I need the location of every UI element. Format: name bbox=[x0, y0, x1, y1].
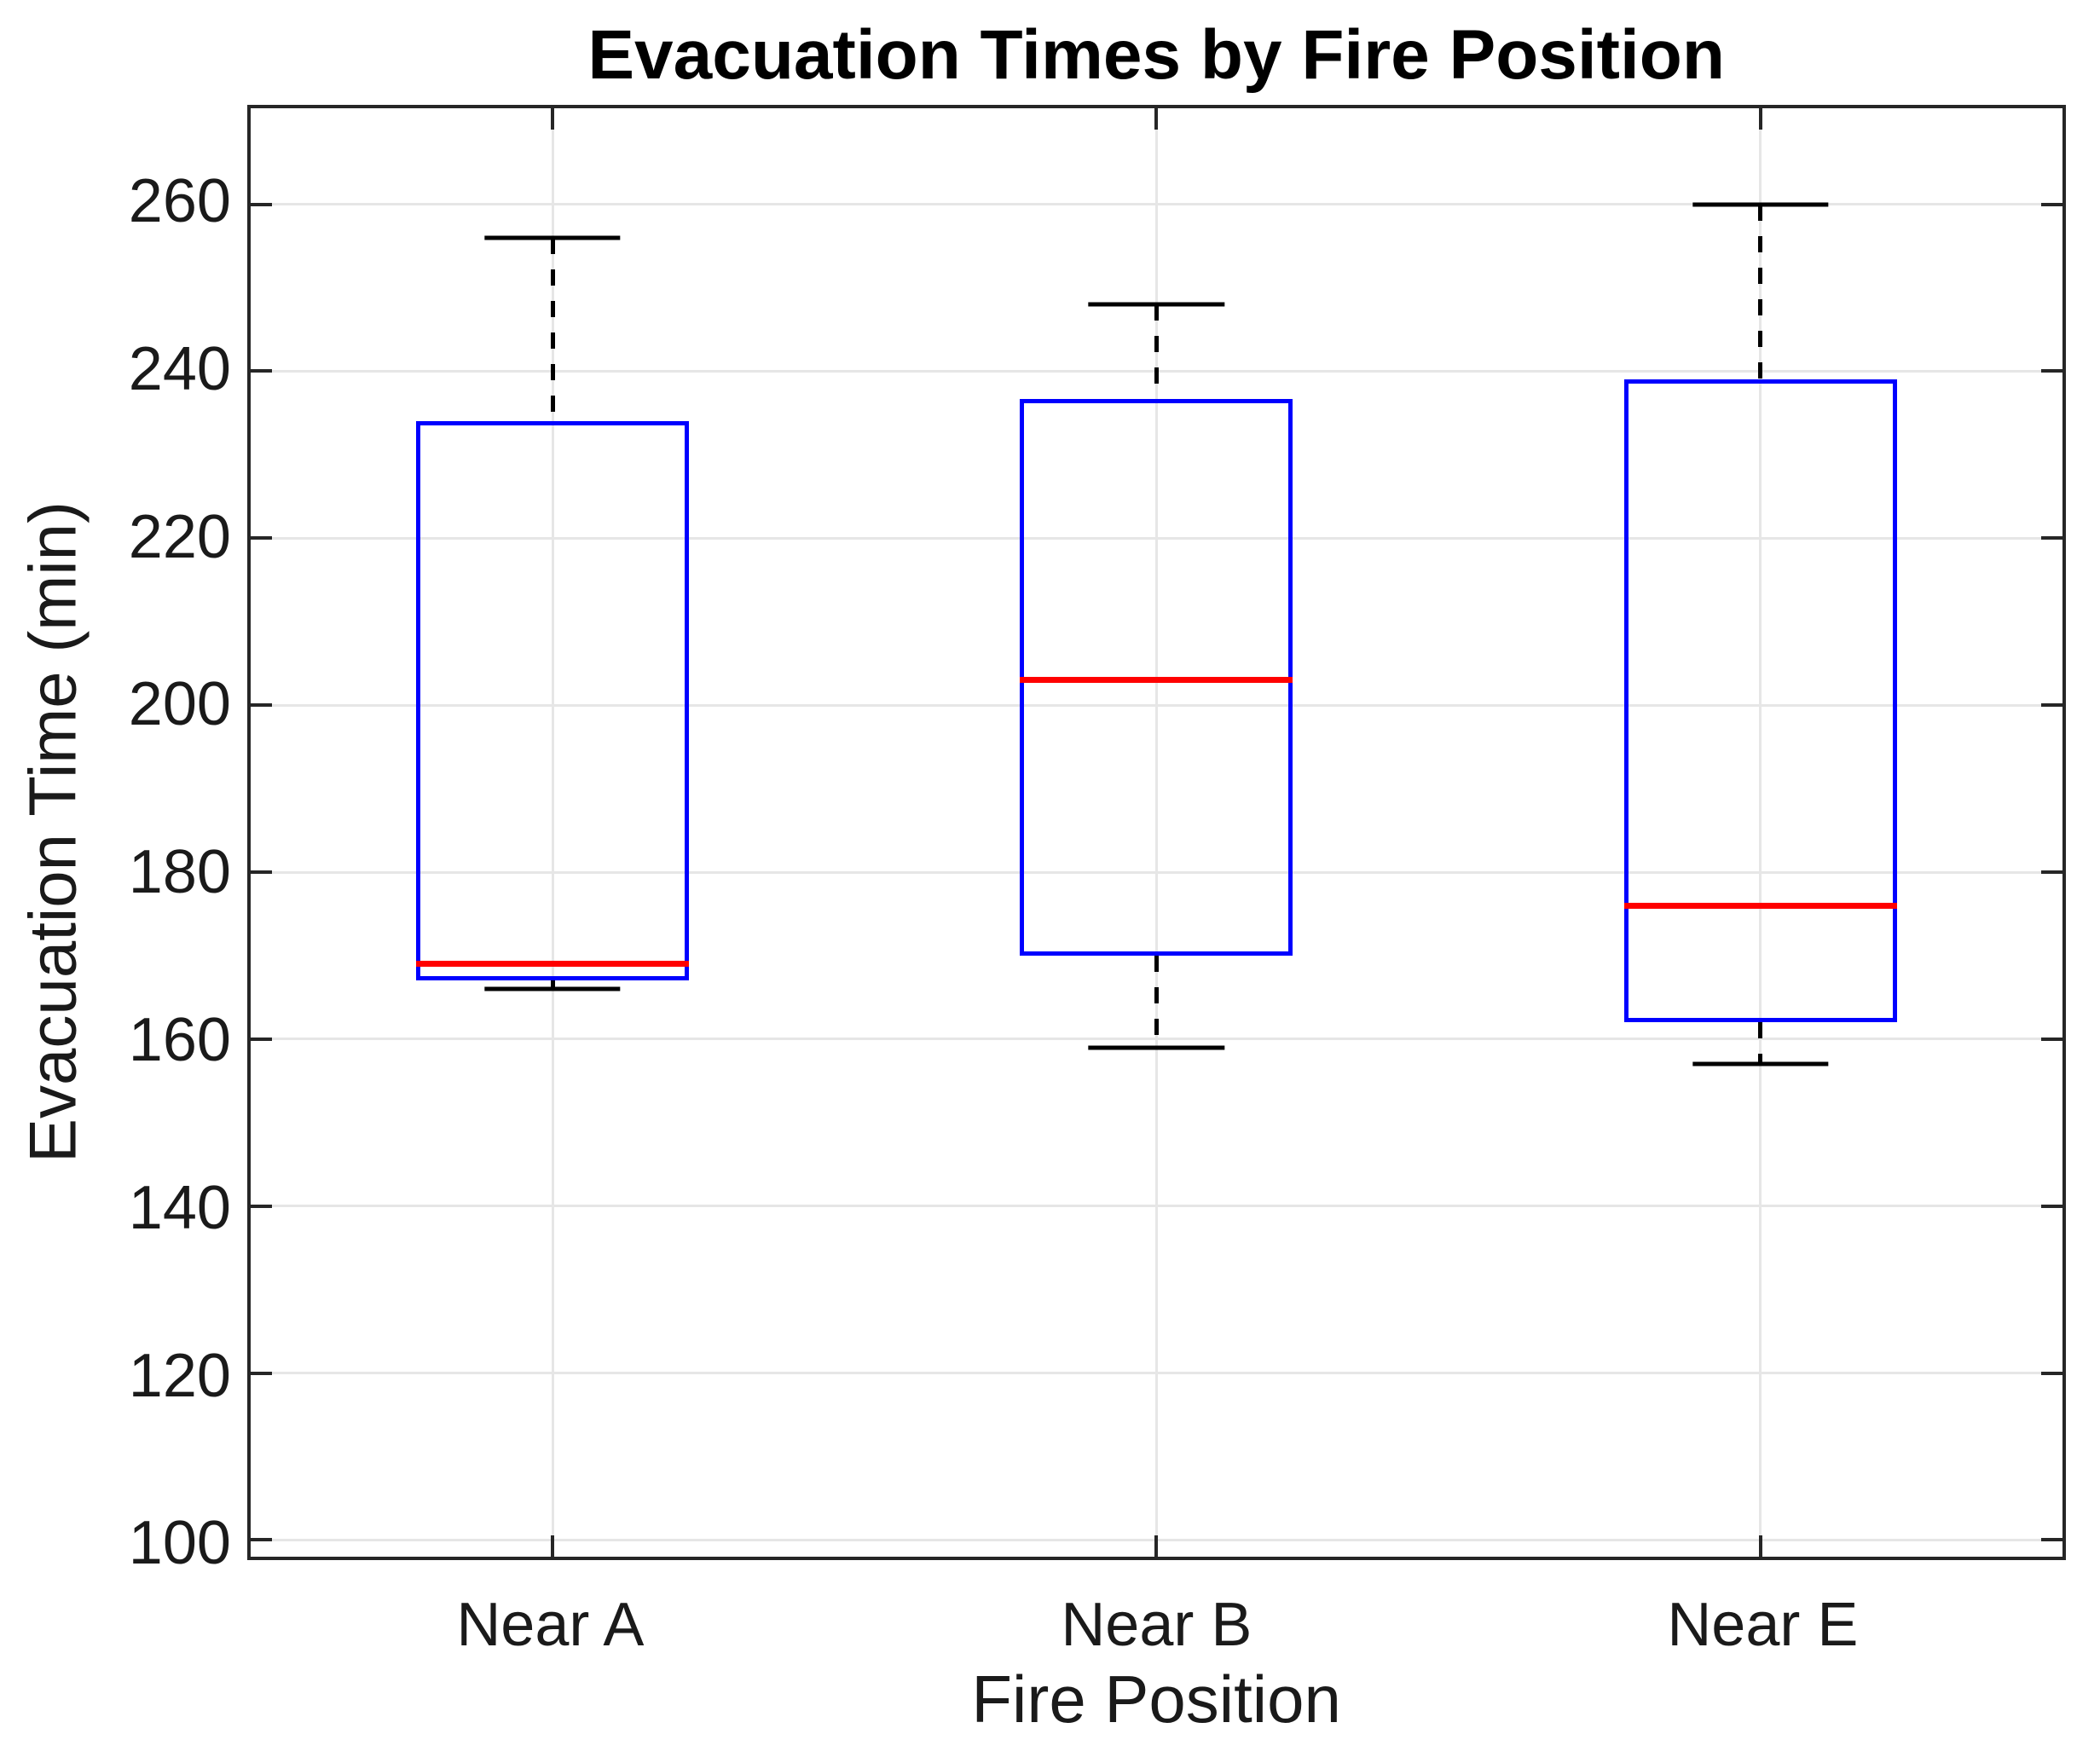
median-line-near-e bbox=[1623, 902, 1897, 909]
x-tick-label-near-a: Near A bbox=[456, 1591, 645, 1660]
whisker-cap-top-near-b bbox=[1088, 302, 1225, 307]
whisker-cap-bottom-near-b bbox=[1088, 1045, 1225, 1050]
y-tick-label: 200 bbox=[128, 670, 231, 739]
gridline-vertical bbox=[1154, 108, 1158, 1557]
whisker-lower-near-e bbox=[1758, 1022, 1763, 1065]
whisker-cap-bottom-near-a bbox=[484, 986, 621, 991]
y-axis-tick bbox=[250, 1538, 272, 1542]
y-tick-label: 260 bbox=[128, 167, 231, 236]
whisker-lower-near-b bbox=[1154, 955, 1159, 1048]
y-tick-label: 160 bbox=[128, 1006, 231, 1074]
y-axis-tick-mirror bbox=[2040, 202, 2062, 206]
whisker-upper-near-a bbox=[550, 237, 555, 422]
y-axis-tick-mirror bbox=[2040, 703, 2062, 708]
y-axis-tick bbox=[250, 870, 272, 874]
y-tick-label: 100 bbox=[128, 1509, 231, 1578]
x-tick-label-near-b: Near B bbox=[1061, 1591, 1252, 1660]
whisker-cap-bottom-near-e bbox=[1692, 1061, 1829, 1066]
y-axis-tick bbox=[250, 1037, 272, 1041]
y-axis-tick bbox=[250, 1371, 272, 1375]
y-axis-tick-mirror bbox=[2040, 1371, 2062, 1375]
chart-title: Evacuation Times by Fire Position bbox=[587, 16, 1725, 94]
y-tick-label: 140 bbox=[128, 1173, 231, 1242]
iqr-box-near-a bbox=[416, 421, 689, 981]
y-axis-tick-mirror bbox=[2040, 870, 2062, 874]
y-axis-tick bbox=[250, 1204, 272, 1208]
x-axis-tick bbox=[1154, 1535, 1159, 1557]
y-tick-label: 120 bbox=[128, 1341, 231, 1410]
whisker-cap-top-near-a bbox=[484, 235, 621, 240]
x-axis-tick-mirror bbox=[551, 108, 555, 130]
whisker-lower-near-a bbox=[550, 980, 555, 990]
whisker-upper-near-b bbox=[1154, 304, 1159, 399]
x-axis-tick bbox=[551, 1535, 555, 1557]
x-axis-tick-mirror bbox=[1758, 108, 1762, 130]
y-tick-label: 220 bbox=[128, 502, 231, 571]
plot-area bbox=[246, 105, 2066, 1560]
y-axis-tick-mirror bbox=[2040, 536, 2062, 540]
x-axis-tick bbox=[1758, 1535, 1762, 1557]
y-tick-label: 180 bbox=[128, 838, 231, 907]
median-line-near-b bbox=[1020, 677, 1293, 684]
iqr-box-near-e bbox=[1623, 379, 1897, 1023]
y-axis-label: Evacuation Time (min) bbox=[14, 501, 90, 1164]
y-axis-tick-mirror bbox=[2040, 369, 2062, 373]
y-axis-tick bbox=[250, 536, 272, 540]
y-axis-tick-mirror bbox=[2040, 1538, 2062, 1542]
y-axis-tick bbox=[250, 369, 272, 373]
y-axis-tick bbox=[250, 202, 272, 206]
y-tick-label: 240 bbox=[128, 334, 231, 403]
y-axis-tick-mirror bbox=[2040, 1204, 2062, 1208]
gridline-vertical bbox=[1759, 108, 1762, 1557]
whisker-upper-near-e bbox=[1758, 204, 1763, 380]
x-tick-label-near-e: Near E bbox=[1667, 1591, 1859, 1660]
whisker-cap-top-near-e bbox=[1692, 202, 1829, 207]
x-axis-label: Fire Position bbox=[971, 1662, 1341, 1737]
median-line-near-a bbox=[416, 961, 689, 968]
y-axis-tick-mirror bbox=[2040, 1037, 2062, 1041]
gridline-vertical bbox=[551, 108, 554, 1557]
x-axis-tick-mirror bbox=[1154, 108, 1159, 130]
y-axis-tick bbox=[250, 703, 272, 708]
